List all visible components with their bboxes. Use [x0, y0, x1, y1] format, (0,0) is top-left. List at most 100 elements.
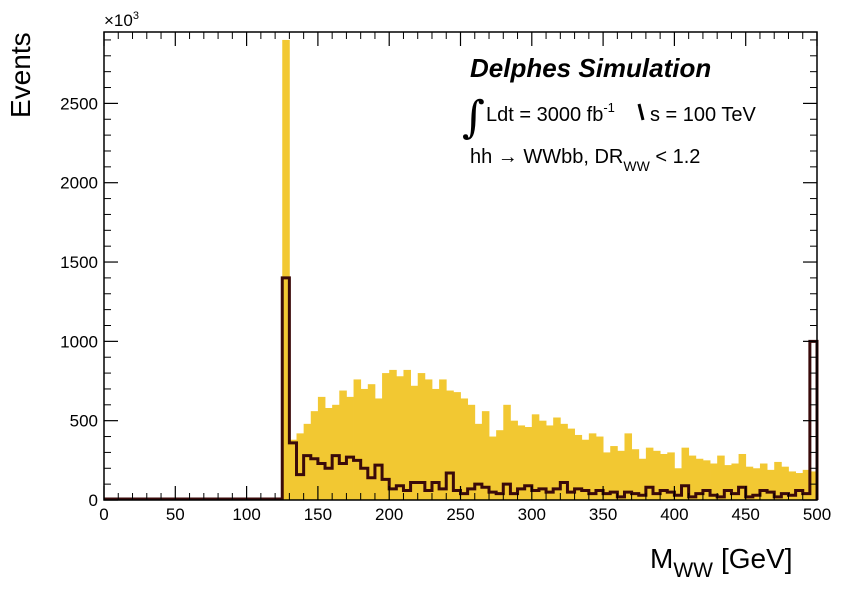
x-tick-label: 50 [166, 505, 185, 524]
filled-bar [631, 449, 640, 500]
filled-bar [731, 463, 739, 500]
y-axis-ticks: 0 500 1000 1500 2000 2500 [60, 39, 817, 510]
filled-bar [759, 463, 768, 500]
filled-bar [695, 458, 704, 500]
filled-bar [531, 414, 540, 500]
filled-bar [638, 458, 647, 500]
filled-bar [296, 433, 305, 500]
outline-histogram-series [280, 276, 819, 500]
x-tick-label: 300 [518, 505, 546, 524]
filled-bar [367, 384, 376, 500]
filled-bar [767, 469, 775, 500]
filled-bar [517, 425, 526, 500]
filled-bar [417, 373, 426, 500]
luminosity-label: Ldt = 3000 fb-1 [486, 100, 615, 126]
filled-bar [553, 417, 561, 500]
filled-bar [667, 452, 675, 500]
filled-bar [738, 453, 747, 500]
filled-bar [588, 433, 597, 500]
filled-bar [674, 468, 682, 500]
filled-bar [503, 404, 511, 500]
filled-bar [567, 428, 575, 500]
x-tick-label: 350 [589, 505, 617, 524]
filled-bar [560, 423, 568, 500]
filled-bar [724, 465, 732, 500]
filled-bar [717, 455, 725, 500]
filled-bar [595, 436, 604, 500]
filled-bar [403, 369, 411, 500]
y-tick-label: 2500 [60, 94, 98, 113]
filled-bar [802, 469, 811, 500]
filled-bar [795, 473, 804, 500]
filled-histogram-series [282, 39, 818, 501]
filled-bar [325, 407, 333, 500]
y-tick-label: 500 [70, 412, 98, 431]
filled-bar [282, 39, 290, 501]
filled-bar [574, 434, 583, 500]
filled-bar [603, 452, 611, 500]
filled-bar [653, 450, 661, 500]
process-label: hh → WWbb, DRWW < 1.2 [470, 146, 700, 174]
y-axis-title: Events [5, 32, 36, 118]
filled-bar [317, 396, 326, 500]
filled-bar [389, 369, 397, 500]
filled-bar [396, 376, 404, 500]
x-tick-label: 100 [232, 505, 260, 524]
y-tick-label: 2000 [60, 174, 98, 193]
filled-bar [688, 455, 697, 500]
filled-bar [610, 446, 618, 500]
filled-bar [360, 388, 369, 500]
y-multiplier: ×103 [104, 10, 139, 30]
filled-bar [809, 471, 818, 500]
filled-bar [346, 396, 354, 500]
filled-bar [774, 461, 782, 500]
filled-bar [538, 420, 547, 500]
filled-bar [617, 450, 625, 500]
filled-bar [510, 420, 518, 500]
filled-bar [710, 463, 718, 500]
y-tick-label: 1500 [60, 253, 98, 272]
filled-bar [496, 430, 504, 500]
filled-bar [332, 404, 340, 500]
filled-bar [424, 379, 433, 500]
simulation-title: Delphes Simulation [470, 53, 711, 83]
energy-label: s = 100 TeV [650, 104, 756, 126]
filled-bar [788, 471, 797, 500]
filled-bar [745, 466, 754, 500]
filled-bar [382, 373, 390, 500]
filled-bar [702, 460, 711, 500]
filled-bar [681, 447, 690, 500]
filled-bar [353, 379, 362, 500]
sqrt-symbol [637, 103, 645, 121]
y-tick-label: 0 [89, 491, 98, 510]
filled-bar [431, 388, 440, 500]
filled-bar [624, 433, 633, 500]
y-tick-label: 1000 [60, 332, 98, 351]
filled-bar [781, 466, 789, 500]
filled-bar [303, 423, 312, 500]
filled-bar [481, 411, 490, 500]
x-tick-label: 200 [375, 505, 403, 524]
x-tick-label: 150 [304, 505, 332, 524]
filled-bar [752, 468, 761, 500]
filled-bar [467, 404, 476, 500]
filled-bar [474, 423, 483, 500]
x-tick-label: 0 [99, 505, 108, 524]
x-tick-label: 250 [446, 505, 474, 524]
x-axis-ticks: 0 50 100 150 200 250 300 350 400 450 500 [99, 32, 831, 524]
filled-bar [446, 390, 454, 500]
filled-bar [374, 398, 383, 500]
filled-bar [660, 453, 668, 500]
filled-bar [546, 425, 554, 500]
filled-bar [489, 436, 497, 500]
integral-symbol: ∫ [462, 92, 485, 143]
x-axis-title: MWW [GeV] [650, 543, 793, 582]
x-tick-label: 450 [732, 505, 760, 524]
filled-bar [289, 439, 297, 500]
filled-bar [453, 392, 461, 500]
filled-bar [410, 385, 419, 500]
filled-bar [524, 427, 533, 500]
filled-bar [339, 390, 347, 500]
filled-bar [645, 447, 654, 500]
